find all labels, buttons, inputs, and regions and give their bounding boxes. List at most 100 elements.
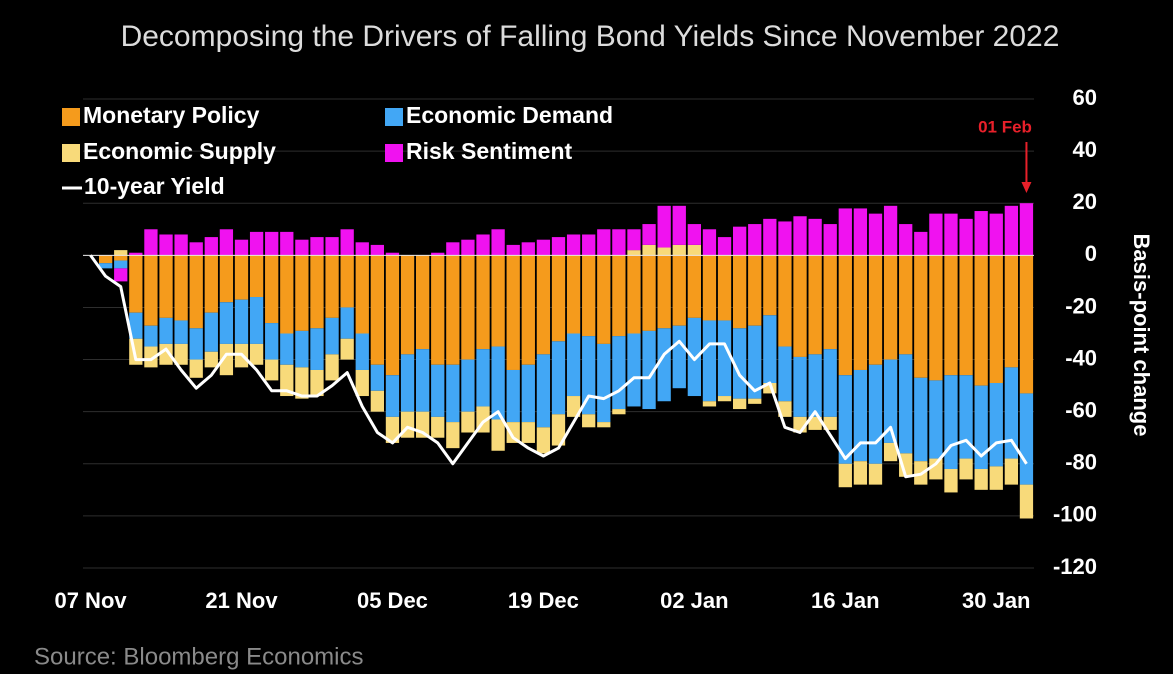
bar [219, 343, 234, 376]
bar [914, 377, 928, 462]
bar [431, 364, 445, 417]
bar [808, 255, 822, 355]
bar [189, 328, 203, 360]
bar [793, 216, 807, 256]
bar [748, 398, 762, 404]
bar [1019, 203, 1034, 256]
bar [868, 255, 883, 365]
y-tick-label: 0 [1085, 241, 1097, 266]
bar [868, 463, 883, 485]
bar [914, 231, 928, 256]
x-tick-label: 07 Nov [54, 588, 127, 613]
bar [325, 354, 339, 381]
bar [174, 320, 188, 344]
bar [159, 343, 173, 365]
bar [657, 247, 671, 256]
bar [1019, 484, 1034, 519]
bar [234, 255, 249, 300]
bar [868, 364, 883, 464]
bar [416, 255, 430, 350]
bar [974, 385, 988, 469]
bar [370, 244, 384, 256]
bar [582, 234, 596, 256]
bar [506, 244, 520, 256]
bar [431, 252, 445, 256]
bar [883, 255, 898, 360]
bar [461, 411, 475, 433]
bar [385, 252, 400, 256]
source: Source: Bloomberg Economics [34, 643, 363, 670]
bar [657, 205, 671, 248]
legend-label: Economic Demand [406, 102, 613, 128]
bar [853, 461, 868, 485]
bar [189, 242, 203, 256]
bar [974, 255, 988, 386]
bar [144, 229, 158, 256]
chart-title: Decomposing the Drivers of Falling Bond … [121, 20, 1060, 53]
yield-line [89, 254, 1028, 479]
bar [717, 320, 732, 397]
bar [265, 323, 279, 360]
bar [249, 231, 264, 256]
bar [355, 255, 369, 334]
bar [295, 367, 309, 399]
bar [521, 242, 535, 256]
bar [536, 255, 551, 355]
bar [702, 255, 717, 321]
bar [340, 229, 354, 256]
bar [989, 255, 1003, 384]
bar [853, 208, 868, 256]
bar [717, 255, 732, 321]
bar [536, 354, 551, 428]
bar [868, 213, 883, 256]
bar [174, 255, 188, 321]
bar [597, 229, 611, 256]
bar [265, 231, 279, 256]
bar [461, 255, 475, 360]
bar [582, 414, 596, 428]
bar [129, 255, 143, 313]
bar [702, 320, 717, 402]
bar [1004, 205, 1018, 256]
bar [838, 375, 852, 464]
bar [823, 416, 837, 430]
bar [506, 255, 520, 370]
bar [99, 255, 113, 264]
bar [778, 221, 792, 256]
bar [551, 237, 566, 256]
bar [144, 346, 158, 368]
bar [129, 252, 143, 256]
y-tick-label: 60 [1073, 85, 1097, 110]
bar [597, 255, 611, 344]
bar [566, 255, 581, 334]
bar [687, 255, 701, 318]
bar [446, 242, 460, 256]
bar [929, 255, 943, 381]
bar [1004, 458, 1018, 485]
bar [506, 369, 520, 423]
bar [672, 205, 686, 245]
bar [672, 255, 686, 326]
bar [325, 317, 339, 355]
bar [642, 255, 656, 331]
bar [672, 244, 686, 256]
bar [1004, 255, 1018, 368]
bar [144, 255, 158, 326]
bar [627, 333, 641, 407]
bar [1019, 393, 1034, 485]
y-tick-label: -120 [1053, 554, 1097, 579]
bar [929, 458, 943, 480]
bar [566, 396, 581, 417]
bar [793, 255, 807, 357]
bar [823, 255, 837, 350]
bar [385, 416, 400, 443]
y-tick-label: -80 [1065, 450, 1097, 475]
bar [491, 419, 505, 451]
bar [642, 224, 656, 245]
bar [597, 422, 611, 428]
bar [280, 255, 294, 334]
bar [400, 255, 415, 355]
bar [1004, 367, 1018, 459]
bar [899, 224, 913, 256]
bar [763, 315, 777, 384]
